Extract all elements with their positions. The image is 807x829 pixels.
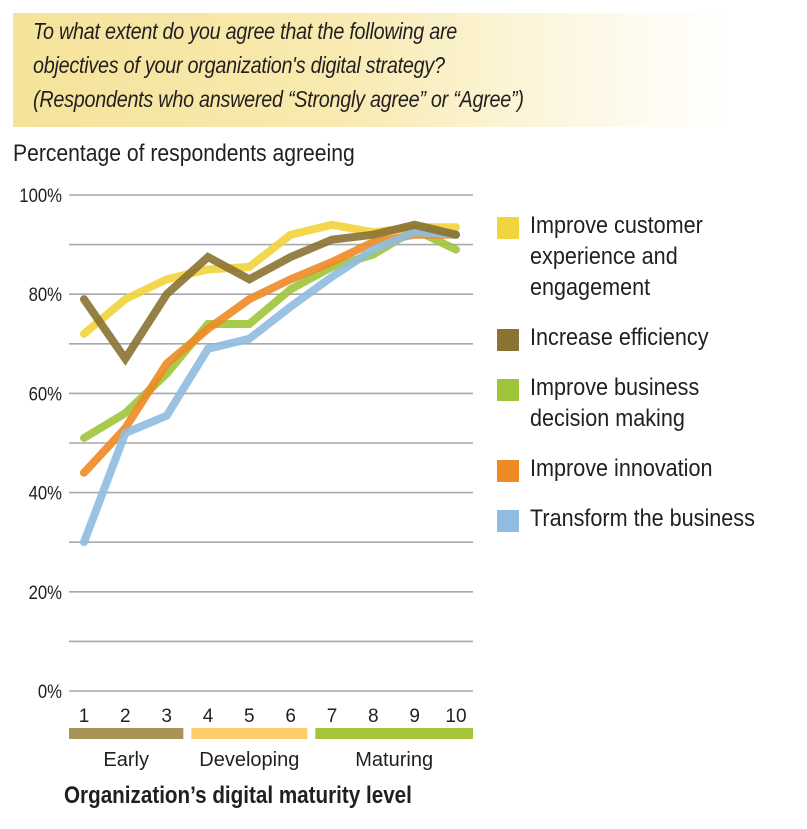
legend-swatch bbox=[497, 329, 519, 351]
legend-swatch bbox=[497, 217, 519, 239]
legend-swatch bbox=[497, 379, 519, 401]
x-tick-label: 8 bbox=[368, 706, 379, 727]
y-tick-label: 40% bbox=[29, 483, 63, 504]
series-lines bbox=[80, 220, 460, 547]
legend-swatch bbox=[497, 510, 519, 532]
gridlines bbox=[69, 194, 473, 692]
question-header bbox=[13, 13, 733, 127]
x-tick-label: 2 bbox=[120, 706, 131, 727]
series-line-increase-efficiency bbox=[80, 220, 460, 366]
x-tick-label: 4 bbox=[203, 706, 214, 727]
x-axis-title: Organization’s digital maturity level bbox=[64, 782, 412, 809]
x-tick-labels: 1 2 3 4 5 6 7 8 9 10 bbox=[79, 706, 467, 727]
legend-label: Transform the business bbox=[530, 505, 755, 532]
question-line-3: (Respondents who answered “Strongly agre… bbox=[33, 86, 524, 112]
question-line-1: To what extent do you agree that the fol… bbox=[33, 18, 458, 44]
legend-label: Improve customer experience and engagement bbox=[530, 212, 703, 301]
x-tick-label: 1 bbox=[79, 706, 90, 727]
group-label-developing: Developing bbox=[199, 749, 299, 771]
group-label-maturing: Maturing bbox=[355, 749, 433, 771]
y-tick-label: 60% bbox=[29, 383, 63, 404]
group-bar-early bbox=[69, 728, 184, 739]
legend-swatch bbox=[497, 460, 519, 482]
group-bar-developing bbox=[191, 728, 308, 739]
y-tick-label: 0% bbox=[38, 681, 62, 702]
x-tick-label: 5 bbox=[244, 706, 255, 727]
group-label-early: Early bbox=[103, 749, 149, 771]
question-line-2: objectives of your organization's digita… bbox=[33, 52, 445, 78]
y-tick-label: 100% bbox=[19, 185, 62, 206]
y-tick-label: 20% bbox=[29, 582, 63, 603]
group-bar-maturing bbox=[315, 728, 473, 739]
x-tick-label: 9 bbox=[409, 706, 420, 727]
series-line-transform-the-business bbox=[80, 228, 460, 547]
y-tick-label: 80% bbox=[29, 284, 63, 305]
y-axis-title: Percentage of respondents agreeing bbox=[13, 140, 355, 167]
y-tick-labels: 0% 20% 40% 60% 80% 100% bbox=[19, 185, 62, 702]
x-tick-label: 3 bbox=[161, 706, 172, 727]
legend-label: Increase efficiency bbox=[530, 324, 709, 351]
legend-label: Improve innovation bbox=[530, 455, 713, 482]
x-tick-label: 6 bbox=[285, 706, 296, 727]
x-tick-label: 10 bbox=[445, 706, 466, 727]
maturity-groups: Early Developing Maturing bbox=[69, 728, 473, 771]
x-tick-label: 7 bbox=[327, 706, 338, 727]
legend-label: Improve business decision making bbox=[530, 374, 700, 432]
